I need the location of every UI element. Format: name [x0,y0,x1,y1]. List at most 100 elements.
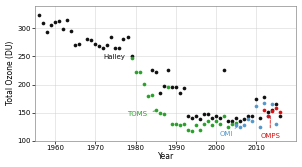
Point [113,47,118,49]
Point [93,43,98,45]
Point [145,95,150,97]
Point [270,109,275,111]
Point [206,113,210,115]
Point [201,113,206,115]
Point [214,120,218,122]
Point [125,36,130,38]
Point [270,103,275,106]
Point [218,123,223,125]
Point [278,110,283,113]
Point [121,38,126,41]
Point [258,125,263,128]
Point [189,117,194,120]
Point [149,69,154,72]
Point [169,86,174,89]
Point [254,105,259,107]
Point [206,120,210,122]
Point [258,117,263,120]
Point [250,114,255,117]
Point [141,83,146,85]
Point [274,103,279,106]
Point [133,70,138,73]
Point [222,69,226,72]
Point [53,21,57,23]
Point [129,55,134,58]
Point [262,101,267,104]
Point [153,70,158,73]
Point [37,14,41,17]
Point [230,120,235,122]
Point [266,114,271,117]
Point [165,69,170,72]
Point [177,124,182,126]
Point [242,118,246,121]
Point [238,125,243,128]
Point [274,123,279,125]
Point [157,111,162,114]
Text: Halley: Halley [103,54,133,60]
Point [234,124,239,126]
Point [198,118,202,121]
Point [109,36,114,38]
Point [173,86,178,89]
Point [182,87,186,90]
Point [153,109,158,111]
Point [242,124,246,126]
Point [210,117,214,120]
Point [226,120,230,122]
Point [274,107,279,110]
Point [157,92,162,94]
Text: TOMS: TOMS [127,111,155,117]
Point [254,97,259,100]
Point [41,22,46,24]
Point [262,96,267,98]
Point [226,125,230,128]
Point [165,86,170,89]
Point [246,118,251,121]
Point [73,44,78,46]
Text: OMI: OMI [220,127,237,137]
Point [189,129,194,132]
Point [278,114,283,117]
Point [137,71,142,73]
Point [250,120,255,122]
X-axis label: Year: Year [158,152,174,161]
Point [129,57,134,59]
Point [194,124,198,126]
Point [101,47,106,49]
Point [169,123,174,125]
Point [194,114,198,117]
Point [222,114,226,117]
Point [173,123,178,125]
Point [201,123,206,125]
Point [230,123,235,125]
Point [45,31,50,33]
Point [185,114,190,117]
Point [234,117,239,120]
Point [266,110,271,113]
Point [238,120,243,122]
Point [214,114,218,117]
Point [77,43,82,45]
Point [57,20,62,23]
Point [177,92,182,94]
Point [85,38,90,41]
Point [234,122,239,124]
Point [89,39,94,41]
Point [69,30,74,33]
Point [49,24,53,27]
Point [270,110,275,112]
Point [149,94,154,97]
Point [182,123,186,125]
Point [161,113,166,115]
Y-axis label: Total Ozone (DU): Total Ozone (DU) [5,41,14,105]
Point [246,114,251,117]
Text: OMPS: OMPS [260,115,280,139]
Point [210,124,214,126]
Point [266,114,271,117]
Point [97,45,102,47]
Point [61,28,66,31]
Point [117,47,122,49]
Point [218,117,223,120]
Point [65,18,69,21]
